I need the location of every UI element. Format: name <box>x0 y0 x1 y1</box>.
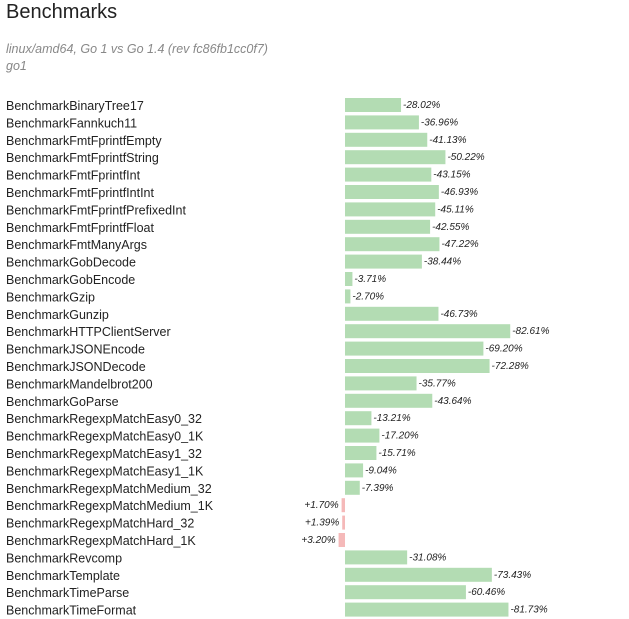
benchmark-name: BenchmarkRegexpMatchMedium_32 <box>6 482 212 496</box>
benchmark-name: BenchmarkHTTPClientServer <box>6 325 171 339</box>
bar <box>345 115 419 129</box>
bar-value-label: -60.46% <box>468 587 505 598</box>
bar-value-label: +1.70% <box>304 500 338 511</box>
benchmark-name: BenchmarkGobDecode <box>6 256 136 270</box>
bar-value-label: -15.71% <box>378 448 415 459</box>
bar <box>345 376 417 390</box>
bar-value-label: -43.64% <box>434 396 471 407</box>
bar-value-label: -50.22% <box>447 152 484 163</box>
benchmark-name: BenchmarkRegexpMatchHard_32 <box>6 517 194 531</box>
bar <box>345 168 431 182</box>
bar-value-label: -72.28% <box>492 361 529 372</box>
bar-value-label: -13.21% <box>373 413 410 424</box>
bar <box>345 133 427 147</box>
benchmark-name: BenchmarkRegexpMatchHard_1K <box>6 534 196 548</box>
benchmark-name: BenchmarkGoParse <box>6 395 119 409</box>
bar <box>345 342 483 356</box>
benchmark-name: BenchmarkRegexpMatchMedium_1K <box>6 499 214 513</box>
bar-value-label: -81.73% <box>510 605 547 616</box>
bar <box>345 568 492 582</box>
benchmark-name: BenchmarkRegexpMatchEasy1_32 <box>6 447 202 461</box>
benchmark-name: BenchmarkTimeFormat <box>6 604 137 618</box>
benchmark-name: BenchmarkRegexpMatchEasy0_1K <box>6 430 204 444</box>
bar <box>345 185 439 199</box>
bar <box>345 603 508 617</box>
bar-value-label: -73.43% <box>494 570 531 581</box>
bar-value-label: -69.20% <box>485 344 522 355</box>
bar <box>345 289 350 303</box>
benchmark-name: BenchmarkJSONDecode <box>6 360 146 374</box>
bar <box>345 446 376 460</box>
bar-value-label: -36.96% <box>421 117 458 128</box>
bar-value-label: -7.39% <box>362 483 394 494</box>
bar-value-label: -45.11% <box>437 204 474 215</box>
bar <box>345 463 363 477</box>
bar-value-label: -17.20% <box>381 431 418 442</box>
bar-value-label: -46.93% <box>441 187 478 198</box>
bar <box>345 98 401 112</box>
benchmark-name: BenchmarkFmtFprintfString <box>6 151 159 165</box>
bar <box>345 307 438 321</box>
benchmark-name: BenchmarkBinaryTree17 <box>6 99 144 113</box>
benchmark-name: BenchmarkFmtFprintfEmpty <box>6 134 162 148</box>
benchmark-name: BenchmarkTemplate <box>6 569 120 583</box>
bar <box>345 394 432 408</box>
bar <box>339 533 345 547</box>
bar <box>345 585 466 599</box>
bar-value-label: -28.02% <box>403 100 440 111</box>
bar <box>342 516 345 530</box>
bar <box>345 272 352 286</box>
benchmark-name: BenchmarkFmtManyArgs <box>6 238 147 252</box>
bar <box>345 324 510 338</box>
bar <box>345 481 360 495</box>
benchmark-name: BenchmarkFmtFprintfIntInt <box>6 186 154 200</box>
bar <box>345 202 435 216</box>
benchmark-name: BenchmarkFmtFprintfFloat <box>6 221 154 235</box>
bar-value-label: -9.04% <box>365 465 397 476</box>
bar <box>345 429 379 443</box>
bar-value-label: -3.71% <box>354 274 386 285</box>
benchmark-name: BenchmarkJSONEncode <box>6 343 145 357</box>
benchmark-name: BenchmarkRevcomp <box>6 551 122 565</box>
benchmark-name: BenchmarkGzip <box>6 290 95 304</box>
bar-value-label: -47.22% <box>441 239 478 250</box>
benchmark-name: BenchmarkFannkuch11 <box>6 116 137 130</box>
bar <box>345 550 407 564</box>
bar <box>345 255 422 269</box>
bar <box>345 411 371 425</box>
bar-value-label: -46.73% <box>440 309 477 320</box>
bar-value-label: +3.20% <box>301 535 335 546</box>
bar <box>345 237 439 251</box>
bar <box>345 220 430 234</box>
benchmark-name: BenchmarkFmtFprintfPrefixedInt <box>6 203 186 217</box>
bar-value-label: -42.55% <box>432 222 469 233</box>
bar-value-label: -38.44% <box>424 257 461 268</box>
benchmark-name: BenchmarkTimeParse <box>6 586 129 600</box>
benchmark-name: BenchmarkMandelbrot200 <box>6 377 153 391</box>
bar-value-label: -43.15% <box>433 170 470 181</box>
benchmark-name: BenchmarkFmtFprintfInt <box>6 169 141 183</box>
bar-value-label: +1.39% <box>305 518 339 529</box>
bar-value-label: -82.61% <box>512 326 549 337</box>
bar <box>345 359 490 373</box>
bar-value-label: -35.77% <box>419 378 456 389</box>
bar <box>345 150 445 164</box>
benchmark-name: BenchmarkRegexpMatchEasy0_32 <box>6 412 202 426</box>
bar-value-label: -31.08% <box>409 552 446 563</box>
benchmark-name: BenchmarkRegexpMatchEasy1_1K <box>6 464 204 478</box>
bar <box>342 498 345 512</box>
benchmark-name: BenchmarkGunzip <box>6 308 109 322</box>
bar-value-label: -2.70% <box>352 291 384 302</box>
benchmark-name: BenchmarkGobEncode <box>6 273 135 287</box>
bar-value-label: -41.13% <box>429 135 466 146</box>
